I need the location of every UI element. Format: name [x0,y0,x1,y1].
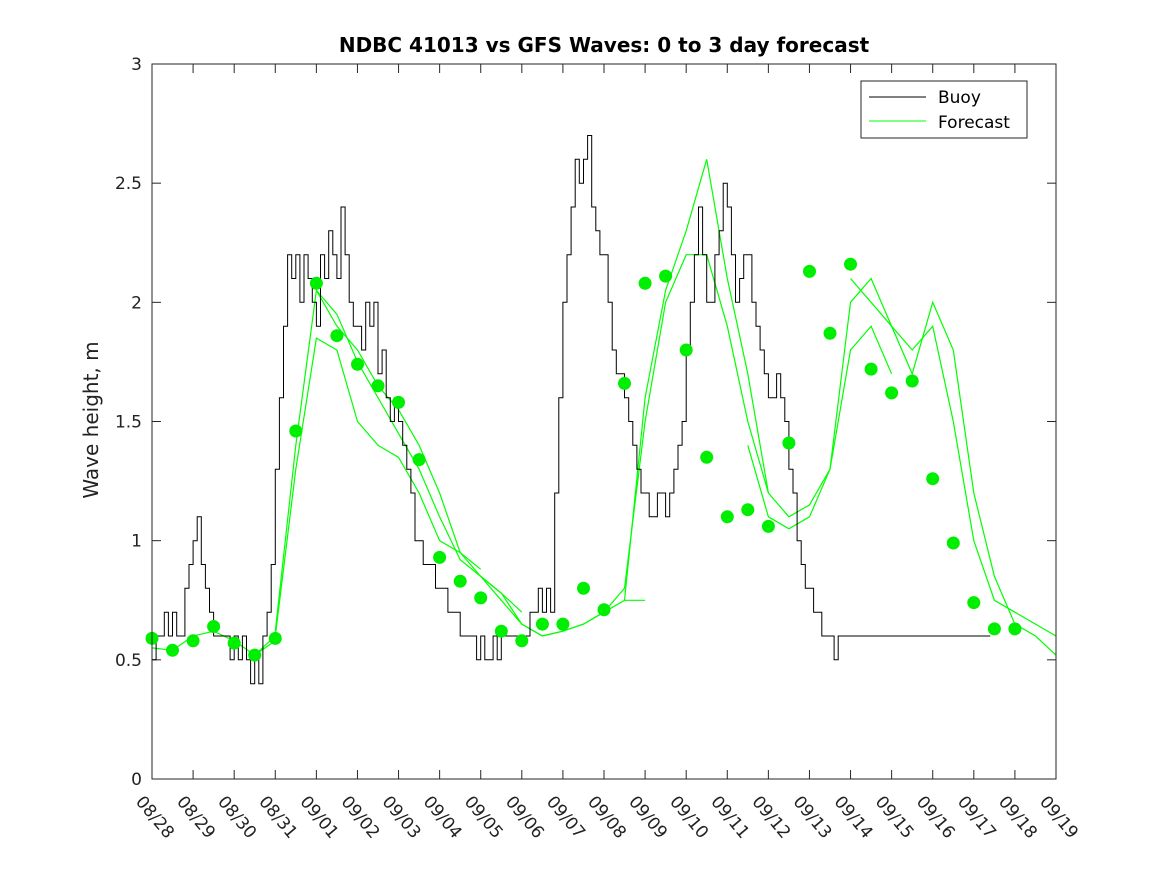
forecast-marker [577,581,590,595]
forecast-marker [227,636,241,650]
forecast-marker [535,617,549,631]
forecast-marker [905,374,919,388]
forecast-marker [659,269,673,283]
forecast-marker [823,326,837,340]
forecast-marker [885,386,899,400]
buoy-line [152,135,991,685]
y-tick-label: 2 [131,293,142,313]
forecast-marker [556,617,570,631]
forecast-line [747,277,1057,637]
plot-frame [151,63,1057,780]
forecast-marker [741,503,755,517]
forecast-marker [720,510,734,524]
forecast-marker [186,634,200,648]
forecast-marker [166,643,179,657]
y-tick-label: 1 [131,532,142,552]
chart-title: NDBC 41013 vs GFS Waves: 0 to 3 day fore… [339,33,870,57]
forecast-line [254,337,482,656]
forecast-marker [392,395,405,409]
forecast-marker [494,624,508,638]
y-tick-label: 2.5 [115,174,142,194]
forecast-marker [987,622,1001,636]
forecast-line [480,254,769,637]
forecast-marker [1008,622,1022,636]
forecast-marker [207,620,221,633]
forecast-marker [926,472,940,486]
y-tick-label: 0 [131,770,142,790]
forecast-marker [597,603,611,617]
forecast-marker [638,276,652,290]
y-tick-label: 0.5 [115,651,142,671]
forecast-line [850,278,1057,656]
forecast-marker [330,329,344,343]
forecast-marker [453,574,467,588]
y-tick-label: 1.5 [115,413,142,433]
forecast-marker [351,357,364,371]
forecast-marker [864,362,878,376]
legend-forecast-label: Forecast [938,113,1010,133]
forecast-marker [803,264,816,278]
forecast-marker [268,631,282,645]
forecast-marker [371,379,385,393]
forecast-marker [433,550,447,564]
forecast-marker [515,634,529,648]
forecast-marker [289,424,303,438]
forecast-marker [679,343,693,357]
forecast-marker [782,436,796,450]
forecast-marker [474,591,488,605]
legend-buoy-label: Buoy [938,88,981,108]
forecast-marker [412,453,426,467]
legend-box [860,80,1028,139]
forecast-marker [248,648,262,662]
forecast-marker [967,596,981,610]
legend: Buoy Forecast [860,80,1028,139]
forecast-marker [618,376,631,390]
plot-area [145,135,1057,685]
forecast-marker [309,276,323,290]
forecast-marker [844,257,857,271]
y-tick-label: 3 [131,55,142,75]
forecast-marker [761,519,775,533]
y-axis-label: Wave height, m [79,341,103,498]
forecast-marker [946,536,960,550]
forecast-marker [700,450,714,464]
